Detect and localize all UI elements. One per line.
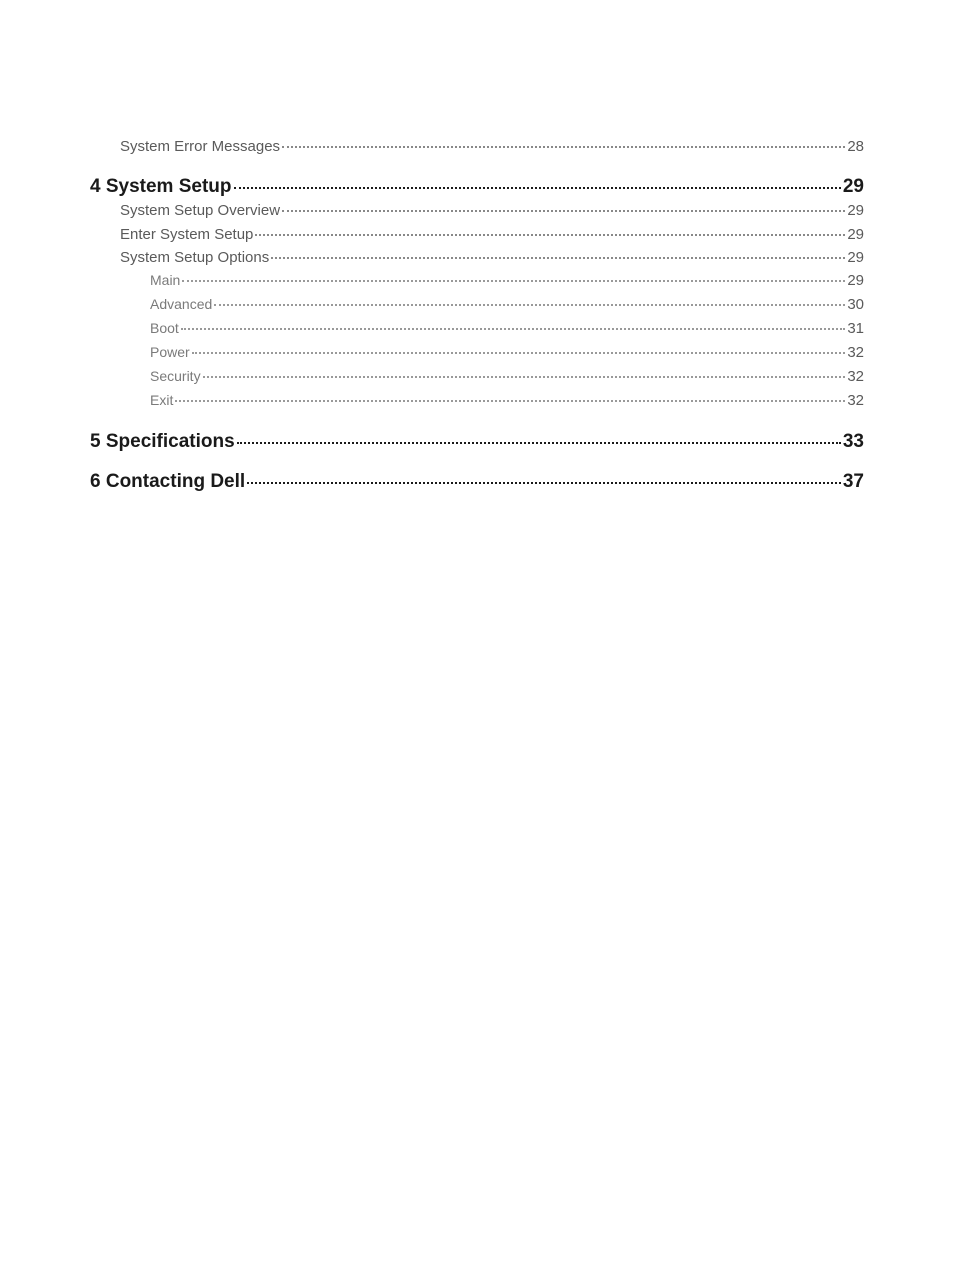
toc-label: Security <box>150 365 201 387</box>
toc-page-number: 32 <box>847 389 864 413</box>
toc-label: 6 Contacting Dell <box>90 471 245 493</box>
toc-entry[interactable]: System Setup Overview 29 <box>120 199 864 222</box>
toc-leader-dots <box>175 400 845 402</box>
toc-page-number: 31 <box>847 317 864 341</box>
toc-page-number: 28 <box>847 135 864 158</box>
toc-label: Advanced <box>150 293 212 315</box>
toc-page-number: 29 <box>847 223 864 246</box>
toc-label: Exit <box>150 389 173 411</box>
toc-leader-dots <box>203 376 846 378</box>
toc-page-number: 29 <box>847 246 864 269</box>
toc-page-number: 33 <box>843 431 864 453</box>
toc-leader-dots <box>282 210 845 212</box>
toc-leader-dots <box>255 234 845 236</box>
table-of-contents: System Error Messages284 System Setup29S… <box>90 135 864 493</box>
toc-label: Main <box>150 269 180 291</box>
toc-page-number: 29 <box>847 269 864 293</box>
toc-label: System Setup Options <box>120 246 269 269</box>
toc-label: Enter System Setup <box>120 223 253 246</box>
toc-label: 4 System Setup <box>90 176 232 198</box>
toc-entry[interactable]: 4 System Setup 29 <box>90 176 864 198</box>
toc-leader-dots <box>181 328 846 330</box>
toc-label: System Setup Overview <box>120 199 280 222</box>
toc-leader-dots <box>192 352 846 354</box>
toc-entry[interactable]: Main 29 <box>150 269 864 293</box>
toc-label: 5 Specifications <box>90 431 235 453</box>
toc-entry[interactable]: Enter System Setup 29 <box>120 223 864 246</box>
toc-page-number: 32 <box>847 365 864 389</box>
toc-entry[interactable]: 5 Specifications 33 <box>90 431 864 453</box>
toc-entry[interactable]: Boot 31 <box>150 317 864 341</box>
toc-leader-dots <box>271 257 845 259</box>
toc-entry[interactable]: System Setup Options 29 <box>120 246 864 269</box>
toc-label: System Error Messages <box>120 135 280 158</box>
toc-page-number: 30 <box>847 293 864 317</box>
toc-page-number: 29 <box>847 199 864 222</box>
toc-page-number: 29 <box>843 176 864 198</box>
toc-label: Boot <box>150 317 179 339</box>
toc-entry[interactable]: Advanced 30 <box>150 293 864 317</box>
toc-entry[interactable]: 6 Contacting Dell 37 <box>90 471 864 493</box>
toc-leader-dots <box>182 280 845 282</box>
toc-page-number: 37 <box>843 471 864 493</box>
toc-leader-dots <box>237 442 841 444</box>
toc-entry[interactable]: System Error Messages 28 <box>120 135 864 158</box>
toc-label: Power <box>150 341 190 363</box>
toc-entry[interactable]: Exit 32 <box>150 389 864 413</box>
toc-leader-dots <box>282 146 845 148</box>
toc-entry[interactable]: Security 32 <box>150 365 864 389</box>
toc-leader-dots <box>234 187 841 189</box>
toc-leader-dots <box>214 304 845 306</box>
toc-entry[interactable]: Power 32 <box>150 341 864 365</box>
toc-leader-dots <box>247 482 841 484</box>
toc-page-number: 32 <box>847 341 864 365</box>
